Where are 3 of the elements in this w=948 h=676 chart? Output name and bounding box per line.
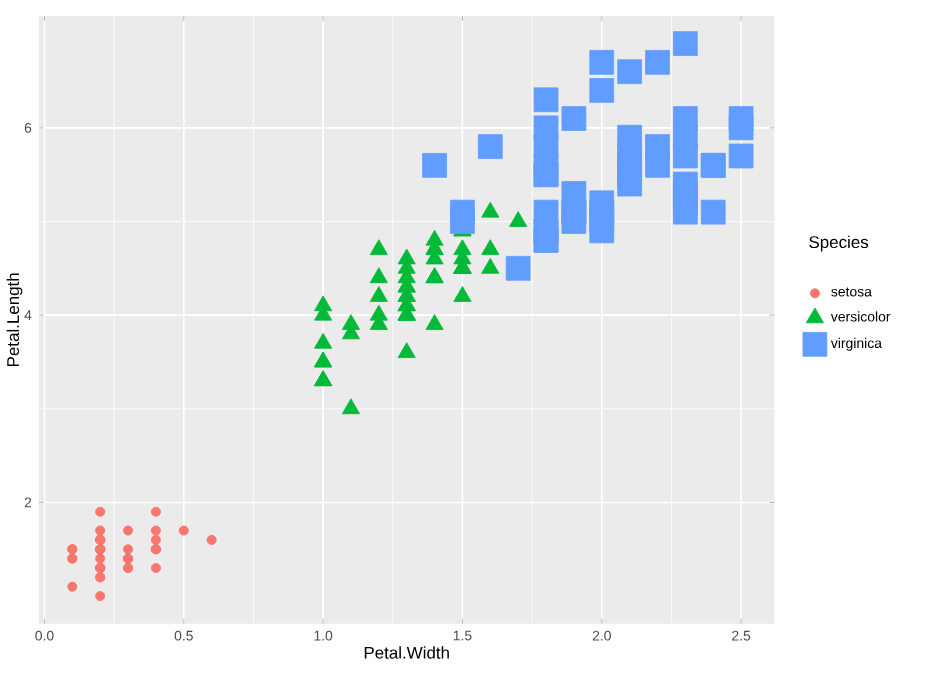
- x-axis-title: Petal.Width: [364, 646, 449, 659]
- legend-title: Species: [809, 235, 869, 252]
- y-axis-title: Petal.Length: [6, 273, 23, 367]
